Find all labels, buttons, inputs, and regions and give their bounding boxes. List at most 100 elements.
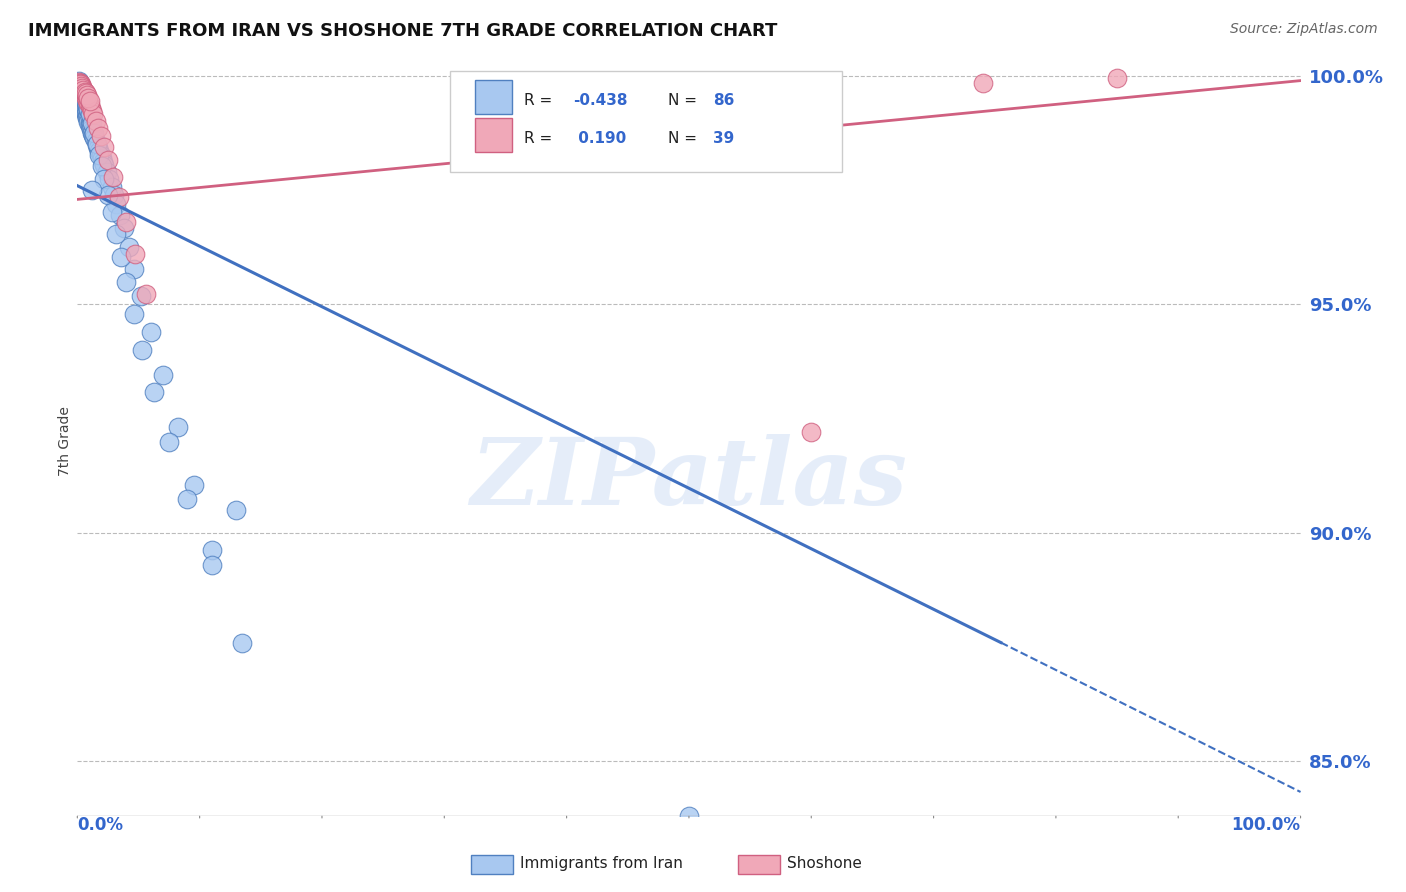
Point	[84, 113, 107, 128]
Point	[112, 220, 135, 235]
Point	[87, 121, 110, 136]
Point	[70, 80, 93, 95]
Point	[70, 87, 93, 102]
Point	[101, 169, 124, 184]
Point	[97, 187, 120, 202]
Point	[75, 106, 97, 120]
Point	[82, 128, 104, 143]
Point	[67, 74, 90, 88]
Point	[86, 136, 108, 151]
Point	[93, 172, 115, 186]
Point	[76, 111, 98, 125]
Point	[135, 287, 157, 301]
Point	[75, 87, 97, 101]
Point	[72, 83, 94, 97]
Point	[90, 147, 112, 161]
Point	[93, 140, 115, 154]
Text: IMMIGRANTS FROM IRAN VS SHOSHONE 7TH GRADE CORRELATION CHART: IMMIGRANTS FROM IRAN VS SHOSHONE 7TH GRA…	[28, 22, 778, 40]
Point	[70, 81, 93, 95]
Point	[231, 635, 253, 649]
Point	[86, 137, 108, 152]
Point	[139, 325, 162, 339]
Point	[69, 77, 91, 91]
Point	[75, 103, 97, 118]
Point	[69, 78, 91, 92]
Point	[79, 114, 101, 128]
Point	[90, 160, 112, 174]
Point	[69, 76, 91, 90]
Y-axis label: 7th Grade: 7th Grade	[58, 407, 72, 476]
Point	[70, 87, 93, 102]
Point	[1107, 71, 1129, 86]
Text: Immigrants from Iran: Immigrants from Iran	[520, 856, 683, 871]
Point	[75, 90, 97, 104]
Point	[79, 94, 101, 108]
Text: N =: N =	[668, 93, 702, 108]
Point	[73, 85, 96, 99]
Text: N =: N =	[668, 130, 702, 145]
Point	[72, 96, 94, 111]
Point	[122, 261, 145, 276]
FancyBboxPatch shape	[475, 118, 512, 152]
Point	[103, 187, 125, 202]
Point	[80, 124, 103, 138]
Point	[73, 85, 96, 99]
Point	[72, 84, 94, 98]
Point	[129, 289, 152, 303]
Point	[176, 491, 198, 506]
Point	[70, 77, 93, 91]
Point	[83, 126, 105, 140]
Point	[77, 102, 100, 116]
Text: 0.0%: 0.0%	[77, 816, 124, 834]
Point	[90, 129, 112, 144]
Text: Source: ZipAtlas.com: Source: ZipAtlas.com	[1230, 22, 1378, 37]
Point	[972, 76, 994, 90]
Point	[70, 83, 93, 97]
Point	[91, 155, 114, 169]
Point	[201, 543, 224, 558]
Point	[201, 558, 224, 572]
Point	[76, 98, 98, 112]
Point	[82, 107, 104, 121]
Point	[73, 87, 96, 102]
Point	[80, 103, 103, 118]
Point	[115, 275, 138, 289]
Point	[97, 153, 120, 167]
Text: ZIPatlas: ZIPatlas	[471, 434, 907, 524]
Text: -0.438: -0.438	[572, 93, 627, 108]
Point	[75, 105, 97, 120]
Point	[70, 79, 93, 94]
Point	[70, 89, 93, 103]
Point	[80, 120, 103, 135]
Point	[152, 368, 174, 383]
Point	[79, 120, 101, 134]
Text: 86: 86	[713, 93, 735, 108]
Point	[70, 85, 93, 99]
Point	[115, 215, 138, 229]
Point	[73, 99, 96, 113]
Point	[77, 95, 100, 110]
Point	[143, 385, 166, 400]
Point	[80, 115, 103, 129]
Text: R =: R =	[524, 93, 557, 108]
Point	[70, 92, 93, 106]
Point	[77, 112, 100, 127]
Point	[166, 420, 188, 434]
Point	[122, 307, 145, 321]
Point	[76, 93, 98, 107]
Point	[108, 190, 131, 204]
Point	[80, 121, 103, 136]
Point	[183, 478, 205, 492]
Point	[100, 205, 122, 219]
Point	[131, 343, 153, 358]
Point	[225, 503, 247, 517]
Point	[72, 82, 94, 96]
Point	[67, 73, 90, 87]
Point	[80, 101, 103, 115]
Text: 0.190: 0.190	[572, 130, 626, 145]
Point	[118, 240, 141, 254]
Text: Shoshone: Shoshone	[787, 856, 862, 871]
Point	[89, 147, 111, 161]
Point	[76, 108, 98, 122]
Point	[110, 250, 132, 264]
